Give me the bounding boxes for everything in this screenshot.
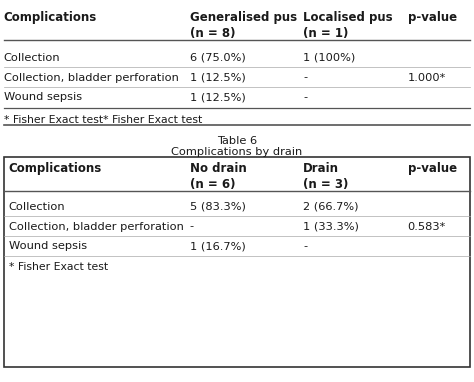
Text: -: -: [190, 222, 194, 231]
Text: 5 (83.3%): 5 (83.3%): [190, 202, 246, 212]
Text: Generalised pus: Generalised pus: [190, 11, 297, 24]
Text: * Fisher Exact test* Fisher Exact test: * Fisher Exact test* Fisher Exact test: [4, 115, 202, 125]
Text: 1 (100%): 1 (100%): [303, 53, 356, 63]
Text: Collection: Collection: [4, 53, 60, 63]
Text: 1 (33.3%): 1 (33.3%): [303, 222, 359, 231]
Text: Complications: Complications: [9, 162, 102, 175]
Text: Collection, bladder perforation: Collection, bladder perforation: [4, 73, 179, 83]
Text: (n = 6): (n = 6): [190, 178, 235, 191]
Text: 6 (75.0%): 6 (75.0%): [190, 53, 246, 63]
Text: Wound sepsis: Wound sepsis: [4, 92, 82, 102]
Text: -: -: [303, 92, 308, 102]
Text: 0.583*: 0.583*: [408, 222, 446, 231]
Text: Collection: Collection: [9, 202, 65, 212]
Text: -: -: [303, 241, 308, 251]
Text: * Fisher Exact test: * Fisher Exact test: [9, 262, 108, 272]
Text: Table 6: Table 6: [217, 136, 257, 146]
Text: Wound sepsis: Wound sepsis: [9, 241, 87, 251]
Text: (n = 1): (n = 1): [303, 27, 349, 40]
Text: (n = 8): (n = 8): [190, 27, 235, 40]
Text: 1 (12.5%): 1 (12.5%): [190, 92, 246, 102]
FancyBboxPatch shape: [4, 157, 470, 367]
Text: Complications: Complications: [4, 11, 97, 24]
Text: 1.000*: 1.000*: [408, 73, 446, 83]
Text: p-value: p-value: [408, 162, 457, 175]
Text: 1 (12.5%): 1 (12.5%): [190, 73, 246, 83]
Text: 1 (16.7%): 1 (16.7%): [190, 241, 246, 251]
Text: Complications by drain: Complications by drain: [172, 147, 302, 157]
Text: Drain: Drain: [303, 162, 339, 175]
Text: Collection, bladder perforation: Collection, bladder perforation: [9, 222, 183, 231]
Text: -: -: [303, 73, 308, 83]
Text: 2 (66.7%): 2 (66.7%): [303, 202, 359, 212]
Text: No drain: No drain: [190, 162, 246, 175]
Text: Localised pus: Localised pus: [303, 11, 393, 24]
Text: p-value: p-value: [408, 11, 457, 24]
Text: (n = 3): (n = 3): [303, 178, 349, 191]
